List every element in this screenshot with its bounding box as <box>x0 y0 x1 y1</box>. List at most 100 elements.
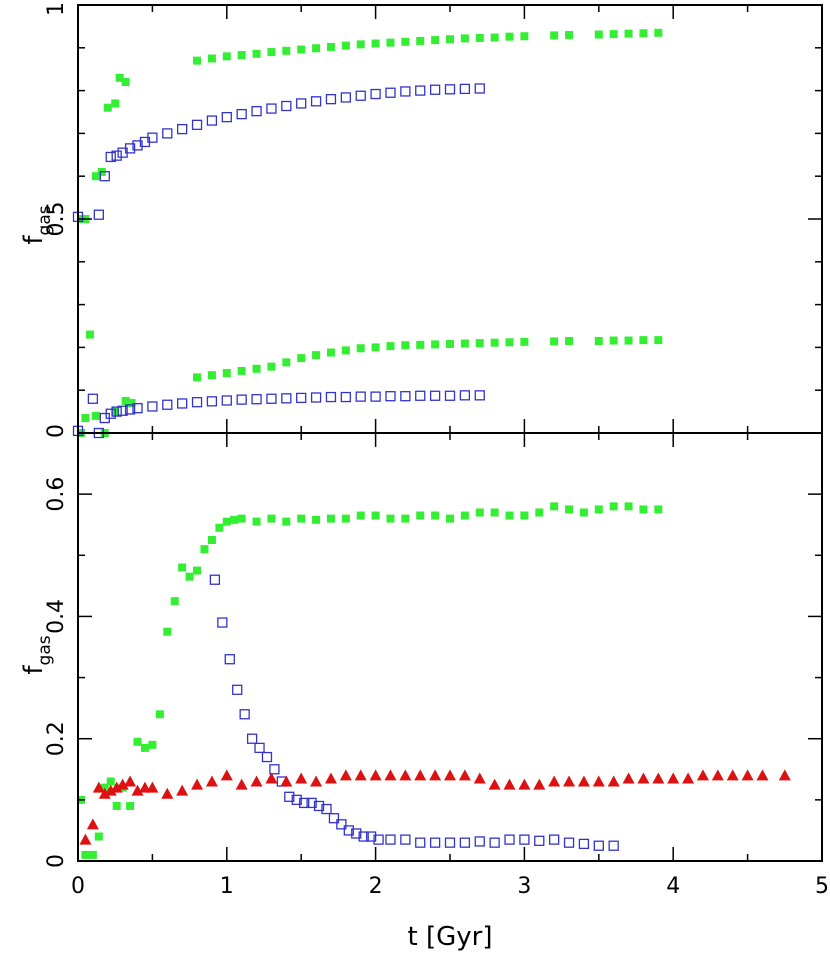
panel-top-series-3-point <box>444 390 456 401</box>
panel-top-series-0-point <box>654 28 663 37</box>
panel-top-series-2-point <box>162 128 173 139</box>
panel-top-series-1-point <box>490 338 499 347</box>
panel-bottom-series-1-point <box>313 800 325 812</box>
panel-bottom-series-1-point <box>232 684 243 695</box>
panel-top-y-tick-label: 0.5 <box>44 202 69 237</box>
panel-bottom-series-1-point <box>534 835 545 846</box>
panel-top-series-0-point <box>624 29 633 38</box>
panel-top-series-1-point <box>222 369 231 378</box>
panel-bottom-series-2-point <box>711 769 724 781</box>
panel-bottom-series-1-point <box>415 837 426 848</box>
panel-bottom-series-2-point <box>548 775 561 787</box>
panel-top-series-0-point <box>490 33 499 42</box>
panel-bottom-series-2-point <box>86 818 99 830</box>
panel-bottom-series-2-point <box>176 784 189 796</box>
panel-top-series-2-point <box>370 88 381 100</box>
panel-bottom-series-2-point <box>607 775 620 787</box>
panel-bottom-series-0-point <box>609 502 618 511</box>
panel-bottom-series-1-point <box>385 834 396 845</box>
panel-top-series-2-point <box>93 209 104 220</box>
panel-top-series-3-point <box>162 399 173 410</box>
panel-top-series-3-point <box>177 398 188 409</box>
panel-bottom-series-2-point <box>503 778 516 790</box>
panel-top-series-0-point <box>505 32 514 41</box>
panel-bottom-series-0-point <box>200 545 209 554</box>
x-tick-label: 0 <box>71 874 85 899</box>
panel-bottom-series-2-point <box>98 787 111 799</box>
panel-top-series-3-point <box>124 404 136 415</box>
panel-bottom-series-0-point <box>185 572 194 581</box>
panel-bottom-series-0-point <box>550 502 559 511</box>
panel-top-series-0-point <box>401 37 410 46</box>
panel-top-series-1-point <box>297 354 306 363</box>
panel-bottom-series-0-point <box>401 514 410 523</box>
panel-bottom-series-1-point <box>400 834 411 845</box>
panel-top-series-1-point <box>654 336 663 345</box>
panel-top-ylabel: fgas <box>19 205 55 244</box>
panel-bottom-series-2-point <box>235 778 248 790</box>
panel-top-series-0-point <box>91 172 100 181</box>
panel-top-series-3-point <box>385 391 396 402</box>
panel-bottom-series-1-point <box>328 813 340 824</box>
panel-bottom-series-0-point <box>520 511 529 520</box>
panel-bottom-series-0-point <box>371 511 380 520</box>
panel-bottom-series-2-point <box>131 784 144 796</box>
panel-bottom-series-2-point <box>741 769 754 781</box>
panel-top-series-2-point <box>296 98 307 109</box>
panel-top-y-tick-label: 1 <box>44 2 69 16</box>
panel-top-series-0-point <box>565 30 574 39</box>
panel-top-series-1-point <box>91 411 100 420</box>
x-tick-label: 1 <box>220 874 234 899</box>
panel-top-series-0-point <box>121 78 130 87</box>
panel-bottom-series-0-point <box>207 536 216 544</box>
panel-bottom-series-1-point <box>284 791 295 802</box>
panel-bottom-series-0-point <box>88 850 97 859</box>
panel-bottom-series-2-point <box>696 769 709 781</box>
panel-top-series-3-point <box>132 403 143 414</box>
panel-top-series-2-point <box>266 103 277 114</box>
panel-top-series-3-point <box>281 393 292 404</box>
panel-bottom-series-0-point <box>100 783 109 792</box>
panel-bottom-series-2-point <box>429 769 442 781</box>
panel-bottom-series-2-point <box>399 769 412 781</box>
panel-bottom-series-1-point <box>224 654 235 665</box>
panel-top-series-0-point <box>312 44 321 53</box>
panel-bottom-series-1-point <box>217 617 228 628</box>
panel-bottom-series-0-point <box>535 508 544 517</box>
panel-top-series-2-point <box>400 86 411 97</box>
panel-bottom-series-2-point <box>577 775 590 787</box>
panel-bottom-series-1-point <box>563 837 575 848</box>
panel-bottom-ticks <box>77 432 823 862</box>
panel-top-series-3-point <box>236 394 247 405</box>
panel-top-series-2-point <box>251 105 262 117</box>
panel-bottom-series-1-point <box>261 751 273 763</box>
panel-bottom-series-1-point <box>429 837 441 848</box>
panel-top-series-2-point <box>310 96 322 107</box>
panel-bottom-series-2-point <box>488 778 501 790</box>
x-tick-label: 4 <box>666 874 680 899</box>
panel-bottom-series-0-point <box>267 514 276 523</box>
panel-top-series-0-point <box>609 30 618 39</box>
panel-top-series-3-point <box>251 394 262 405</box>
panel-top-series-3-point <box>355 391 366 402</box>
x-tick-label: 3 <box>517 874 531 899</box>
panel-top-series-3-point <box>266 393 277 404</box>
panel-bottom-series-2-point <box>339 769 352 781</box>
panel-top-series-1-point <box>252 364 261 373</box>
panel-bottom-series-2-point <box>778 769 791 781</box>
panel-bottom-series-2-point <box>116 778 129 790</box>
panel-bottom-series-0-point <box>565 505 574 514</box>
panel-top-series-2-point <box>206 115 218 126</box>
panel-bottom-series-1-point <box>291 794 302 806</box>
panel-bottom-series-2-point <box>682 772 695 784</box>
panel-top-series-0-point <box>103 103 112 112</box>
panel-bottom-series-2-point <box>205 775 218 787</box>
panel-bottom-series-1-point <box>239 709 250 720</box>
panel-top-series-2-point <box>281 100 292 112</box>
panel-top-series-0-point <box>252 49 261 58</box>
panel-bottom-series-2-point <box>563 775 576 787</box>
panel-top-series-3-point <box>206 396 218 407</box>
panel-top-series-0-point <box>222 52 231 61</box>
panel-bottom-series-2-point <box>354 769 367 781</box>
